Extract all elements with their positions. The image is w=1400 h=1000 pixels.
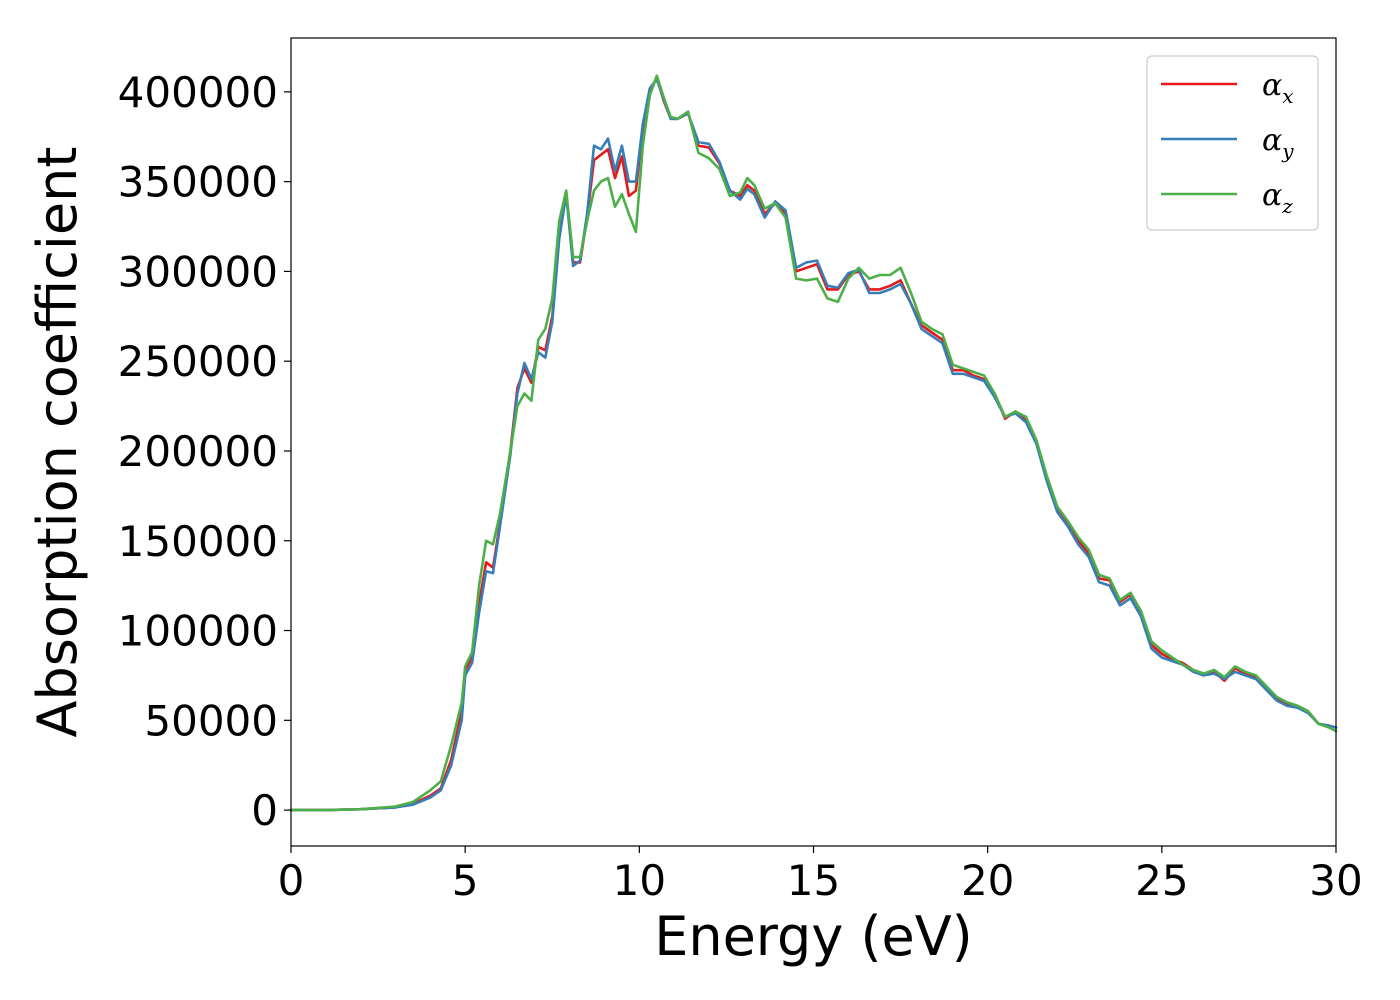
x-axis-title: Energy (eV) xyxy=(654,905,973,968)
series-layer xyxy=(289,74,1338,812)
series-line-x xyxy=(289,76,1338,812)
x-axis: 0 5 10 15 20 25 30 xyxy=(278,846,1363,905)
legend-box xyxy=(1146,55,1319,231)
x-tick-label: 30 xyxy=(1309,856,1362,905)
x-tick-label: 0 xyxy=(278,856,305,905)
y-tick-label: 150000 xyxy=(118,517,278,566)
y-axis: 0 50000 100000 150000 200000 250000 300000 3500… xyxy=(118,68,291,835)
x-tick-label: 20 xyxy=(961,856,1014,905)
x-tick-label: 15 xyxy=(787,856,840,905)
y-tick-label: 0 xyxy=(251,786,278,835)
series-line-y xyxy=(289,78,1338,812)
y-tick-label: 400000 xyxy=(118,68,278,117)
x-tick-label: 10 xyxy=(613,856,666,905)
y-tick-label: 200000 xyxy=(118,427,278,476)
series-line-z xyxy=(289,74,1338,812)
y-axis-title: Absorption coefficient xyxy=(26,147,89,738)
y-tick-label: 50000 xyxy=(144,696,278,745)
y-tick-label: 300000 xyxy=(118,247,278,296)
x-tick-label: 25 xyxy=(1135,856,1188,905)
y-tick-label: 350000 xyxy=(118,158,278,207)
y-tick-label: 100000 xyxy=(118,607,278,656)
y-tick-label: 250000 xyxy=(118,337,278,386)
x-tick-label: 5 xyxy=(452,856,479,905)
